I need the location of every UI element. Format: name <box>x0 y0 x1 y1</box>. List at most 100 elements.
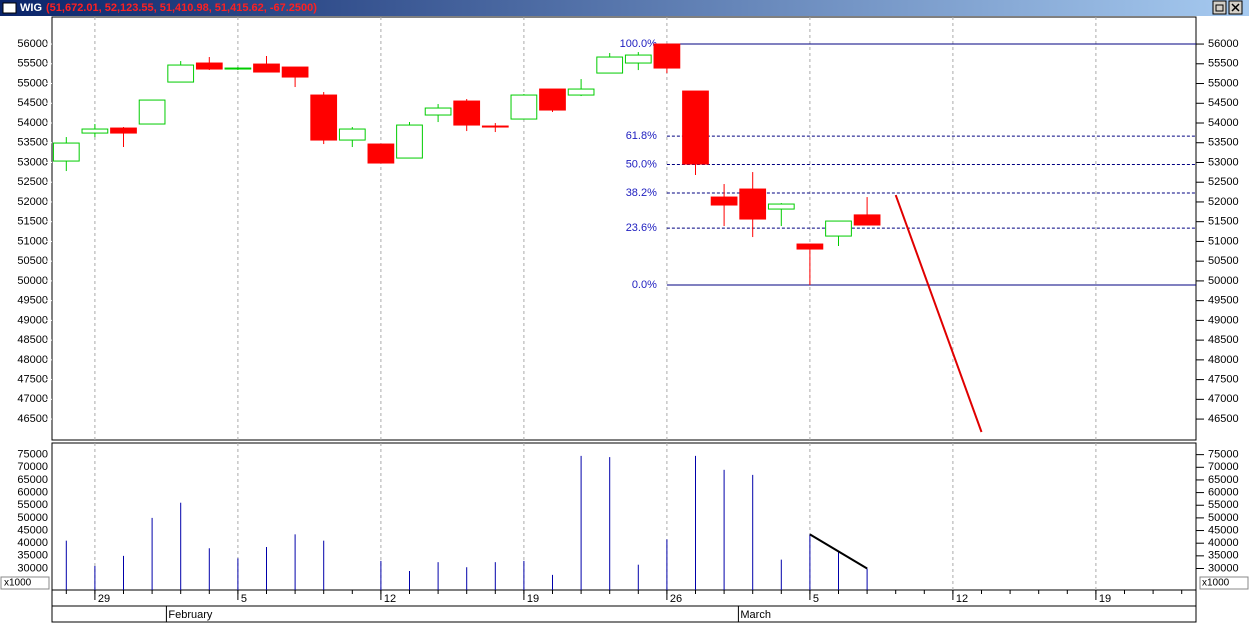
y2-tick-label: 46500 <box>1208 413 1239 425</box>
candle-body <box>367 143 395 164</box>
y2-tick-label: 49500 <box>1208 295 1239 307</box>
volume-tick-label: 45000 <box>1208 524 1239 536</box>
restore-icon <box>1215 4 1224 12</box>
y-tick-label: 52500 <box>17 176 48 188</box>
volume-tick-label: 55000 <box>17 499 48 511</box>
y2-tick-label: 52500 <box>1208 176 1239 188</box>
candle-body <box>739 188 767 220</box>
restore-button[interactable] <box>1212 0 1227 15</box>
y2-tick-label: 54000 <box>1208 117 1239 129</box>
y-tick-label: 46500 <box>17 413 48 425</box>
y-tick-label: 48000 <box>17 354 48 366</box>
fib-label: 23.6% <box>626 222 657 234</box>
candle-body <box>539 88 566 111</box>
y-tick-label: 50000 <box>17 275 48 287</box>
candle-body <box>481 125 509 128</box>
y-tick-label: 54000 <box>17 117 48 129</box>
fib-label: 100.0% <box>620 38 658 50</box>
y-tick-label: 47000 <box>17 393 48 405</box>
x-tick-label: 29 <box>98 593 110 605</box>
volume-tick-label: 60000 <box>17 486 48 498</box>
candle-body <box>310 94 338 141</box>
candle-body <box>453 100 481 126</box>
volume-tick-label: 50000 <box>17 512 48 524</box>
y-tick-label: 56000 <box>17 38 48 50</box>
candle-body <box>567 88 595 96</box>
fib-label: 61.8% <box>626 130 657 142</box>
month-label: March <box>740 609 771 621</box>
y2-tick-label: 55500 <box>1208 58 1239 70</box>
candle-body <box>224 67 252 70</box>
volume-unit: x1000 <box>4 578 32 589</box>
y-tick-label: 49500 <box>17 295 48 307</box>
volume-tick-label: 50000 <box>1208 512 1239 524</box>
candle-body <box>796 243 824 250</box>
candle-body <box>338 128 366 141</box>
volume-tick-label: 65000 <box>1208 474 1239 486</box>
chart-subtitle: (51,672.01, 52,123.55, 51,410.98, 51,415… <box>46 2 317 14</box>
x-tick-label: 5 <box>813 593 819 605</box>
candle-body <box>710 196 738 206</box>
x-tick-label: 19 <box>527 593 539 605</box>
y-tick-label: 49000 <box>17 314 48 326</box>
chart-title: WIG <box>20 2 42 14</box>
y-tick-label: 47500 <box>17 374 48 386</box>
y-tick-label: 52000 <box>17 196 48 208</box>
y2-tick-label: 50500 <box>1208 255 1239 267</box>
y2-tick-label: 51500 <box>1208 216 1239 228</box>
y2-tick-label: 49000 <box>1208 314 1239 326</box>
trend-line <box>809 533 868 570</box>
candle-body <box>138 99 166 125</box>
y2-tick-label: 56000 <box>1208 38 1239 50</box>
candle-body <box>195 62 223 70</box>
price-panel <box>51 16 1197 441</box>
candle-body <box>596 56 624 74</box>
y-tick-label: 53500 <box>17 137 48 149</box>
candle-body <box>253 63 280 73</box>
candle-body <box>81 128 109 134</box>
candle-body <box>396 124 423 159</box>
y2-tick-label: 47000 <box>1208 393 1239 405</box>
volume-tick-label: 45000 <box>17 524 48 536</box>
volume-tick-label: 60000 <box>1208 486 1239 498</box>
volume-tick-label: 70000 <box>1208 461 1239 473</box>
y2-tick-label: 53500 <box>1208 137 1239 149</box>
candle-body <box>653 43 681 69</box>
month-label: February <box>168 609 213 621</box>
volume-tick-label: 70000 <box>17 461 48 473</box>
y-tick-label: 54500 <box>17 97 48 109</box>
candle-body <box>853 214 881 226</box>
y-tick-label: 50500 <box>17 255 48 267</box>
y2-tick-label: 50000 <box>1208 275 1239 287</box>
y-tick-label: 55500 <box>17 58 48 70</box>
y-tick-label: 48500 <box>17 334 48 346</box>
x-tick-label: 26 <box>670 593 682 605</box>
volume-tick-label: 35000 <box>1208 550 1239 562</box>
x-tick-label: 12 <box>384 593 396 605</box>
fib-label: 50.0% <box>626 158 657 170</box>
unit-box <box>1199 576 1249 590</box>
candle-body <box>281 66 309 78</box>
candle-body <box>52 142 80 162</box>
volume-tick-label: 30000 <box>1208 562 1239 574</box>
y2-tick-label: 53000 <box>1208 156 1239 168</box>
x-tick-label: 12 <box>956 593 968 605</box>
candle-body <box>624 54 652 64</box>
window-icon <box>2 2 17 14</box>
volume-tick-label: 40000 <box>1208 537 1239 549</box>
x-tick-label: 5 <box>241 593 247 605</box>
close-icon <box>1231 3 1240 12</box>
y-tick-label: 51500 <box>17 216 48 228</box>
fib-label: 0.0% <box>632 279 657 291</box>
candle-body <box>110 127 137 134</box>
volume-tick-label: 40000 <box>17 537 48 549</box>
volume-tick-label: 75000 <box>17 449 48 461</box>
candle-body <box>682 90 709 165</box>
y-tick-label: 53000 <box>17 156 48 168</box>
y2-tick-label: 48000 <box>1208 354 1239 366</box>
candle-body <box>825 220 852 237</box>
y-tick-label: 51000 <box>17 235 48 247</box>
